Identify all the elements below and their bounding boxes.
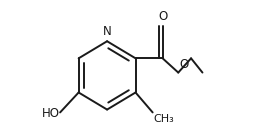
Text: O: O: [180, 58, 189, 71]
Text: O: O: [158, 10, 167, 23]
Text: CH₃: CH₃: [153, 114, 174, 124]
Text: HO: HO: [41, 107, 59, 120]
Text: N: N: [103, 25, 111, 38]
